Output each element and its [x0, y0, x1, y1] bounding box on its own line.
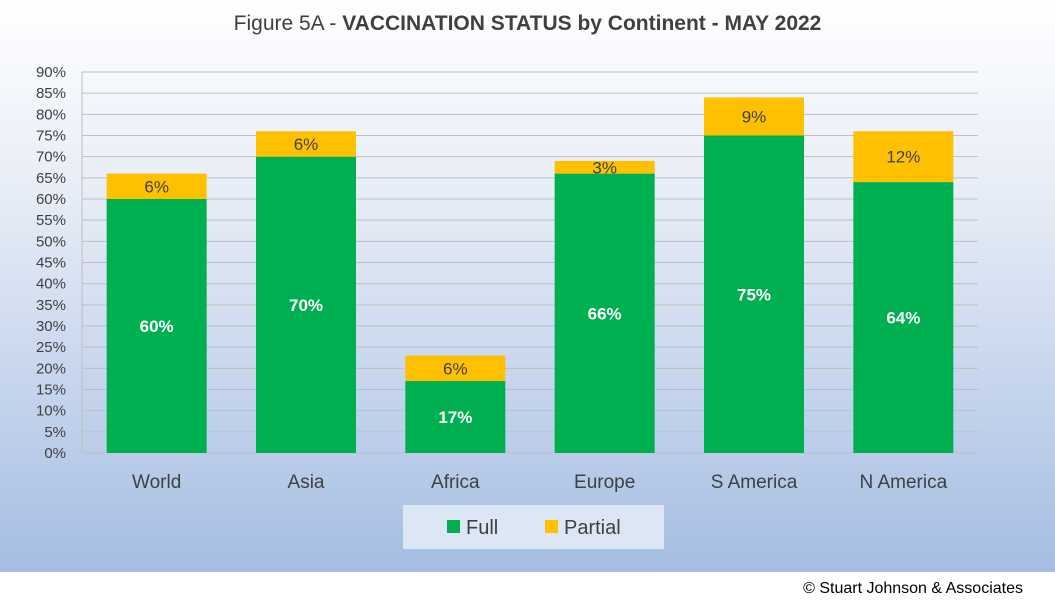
y-tick-label: 25% [36, 339, 66, 356]
y-tick-label: 5% [44, 424, 66, 441]
bar-full [853, 182, 954, 454]
legend-label-partial: Partial [564, 517, 621, 539]
bar-full [256, 156, 356, 453]
y-tick-label: 15% [36, 382, 66, 399]
data-label-partial: 3% [592, 158, 617, 177]
y-tick-label: 20% [36, 360, 66, 377]
chart-title: Figure 5A - VACCINATION STATUS by Contin… [0, 12, 1055, 36]
chart-panel: Figure 5A - VACCINATION STATUS by Contin… [0, 0, 1055, 572]
copyright-notice: © Stuart Johnson & Associates [803, 580, 1023, 597]
y-tick-label: 30% [36, 318, 66, 335]
data-label-full: 17% [438, 408, 472, 427]
data-label-full: 70% [289, 296, 323, 315]
data-label-full: 64% [886, 309, 920, 328]
title-main: VACCINATION STATUS by Continent - MAY 20… [342, 12, 822, 35]
y-tick-label: 70% [36, 149, 66, 166]
y-tick-label: 80% [36, 106, 66, 123]
x-tick-label: Asia [288, 472, 325, 493]
bar-full [554, 173, 655, 453]
legend-swatch-full [447, 520, 460, 533]
data-label-full: 66% [588, 304, 622, 323]
y-tick-label: 40% [36, 276, 66, 293]
legend-box [403, 505, 664, 549]
data-label-partial: 6% [144, 177, 169, 196]
y-tick-label: 45% [36, 255, 66, 272]
bar-full [405, 381, 506, 453]
x-tick-label: Europe [574, 472, 635, 493]
y-tick-label: 75% [36, 128, 66, 145]
y-tick-label: 60% [36, 191, 66, 208]
data-label-full: 75% [737, 285, 771, 304]
x-tick-label: S America [711, 472, 798, 493]
data-label-full: 60% [140, 317, 174, 336]
stacked-bar-chart: 0% 5% 10% 15% 20% 25% 30% 35% 40% 45% 50% 55% 60% 65%… [36, 64, 978, 549]
legend-label-full: Full [466, 517, 498, 539]
y-tick-label: 65% [36, 170, 66, 187]
x-tick-label: N America [860, 472, 948, 493]
bar-partial [704, 97, 804, 136]
bar-full [106, 199, 207, 453]
y-tick-label: 50% [36, 233, 66, 250]
bar-partial [405, 355, 506, 382]
bar-partial [853, 131, 954, 183]
x-tick-label: Africa [431, 472, 480, 493]
legend-swatch-partial [545, 520, 558, 533]
y-tick-label: 90% [36, 64, 66, 81]
data-label-partial: 6% [443, 359, 468, 378]
y-tick-label: 0% [44, 445, 66, 462]
y-tick-label: 35% [36, 297, 66, 314]
data-label-partial: 9% [742, 107, 767, 126]
x-tick-label: World [132, 472, 181, 493]
y-tick-label: 10% [36, 403, 66, 420]
bar-partial [106, 173, 207, 199]
data-label-partial: 12% [886, 148, 920, 167]
bar-partial [256, 131, 356, 157]
y-tick-label: 85% [36, 85, 66, 102]
bar-partial [554, 160, 655, 174]
bar-full [704, 135, 804, 453]
data-label-partial: 6% [294, 135, 319, 154]
title-prefix: Figure 5A - [233, 12, 343, 35]
y-tick-label: 55% [36, 212, 66, 229]
